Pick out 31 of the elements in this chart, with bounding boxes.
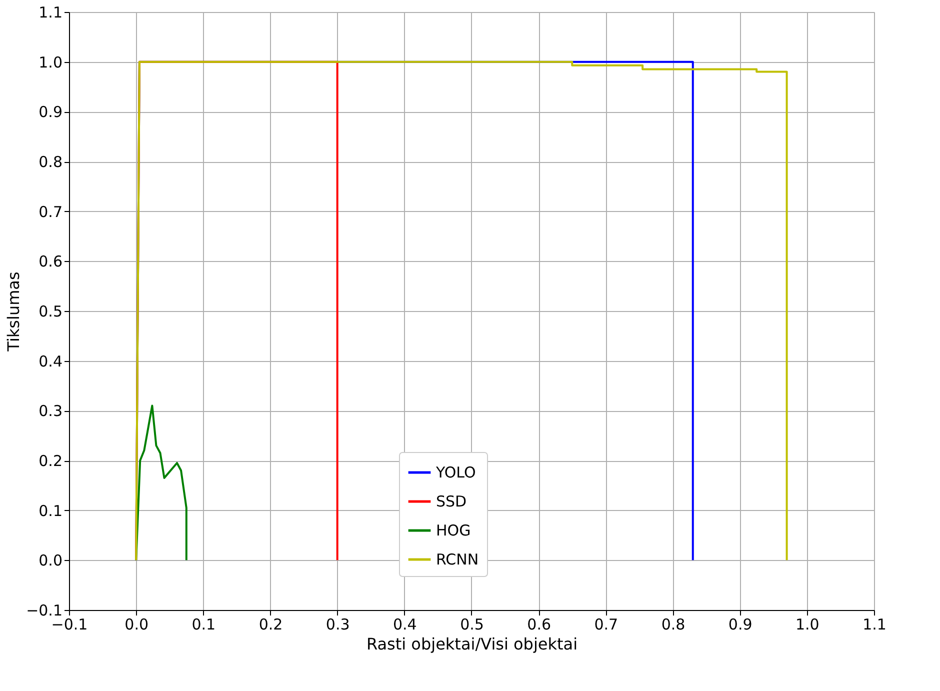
x-tick-label: 0.6 bbox=[527, 616, 552, 634]
x-tick-label: 0.1 bbox=[192, 616, 216, 634]
x-tick-label: 0.4 bbox=[392, 616, 417, 634]
y-tick-label: 0.5 bbox=[38, 302, 62, 320]
x-tick-label: 0.7 bbox=[594, 616, 618, 634]
y-tick-label: 0.7 bbox=[38, 202, 62, 221]
legend-label: SSD bbox=[436, 492, 467, 510]
y-tick-label: 0.9 bbox=[38, 103, 62, 122]
x-tick-label: 0.3 bbox=[326, 616, 350, 634]
line-series bbox=[135, 404, 188, 562]
legend-label: HOG bbox=[436, 522, 471, 540]
y-tick-label: 0.4 bbox=[38, 352, 62, 370]
y-tick-label: 0.6 bbox=[38, 252, 62, 271]
x-tick-label: 1.1 bbox=[862, 616, 886, 634]
x-tick-label: 0.9 bbox=[728, 616, 752, 634]
x-tick-label: 0.2 bbox=[258, 616, 283, 634]
legend-label: RCNN bbox=[436, 550, 479, 568]
x-tick-label: 0.5 bbox=[460, 616, 484, 634]
y-tick-label: 0.0 bbox=[38, 552, 62, 570]
y-tick-label: 0.3 bbox=[38, 402, 62, 420]
y-tick-label: 0.8 bbox=[38, 153, 62, 171]
y-tick-label: 0.2 bbox=[38, 452, 62, 470]
legend-label: YOLO bbox=[435, 464, 476, 482]
y-tick-label: 1.1 bbox=[38, 4, 62, 22]
x-tick-label: 1.0 bbox=[795, 616, 820, 634]
x-tick-label: 0.0 bbox=[124, 616, 149, 634]
x-tick-label: 0.8 bbox=[661, 616, 686, 634]
x-axis-title: Rasti objektai/Visi objektai bbox=[366, 634, 578, 654]
y-tick-label: 1.0 bbox=[38, 53, 62, 72]
y-axis-title: Tikslumas bbox=[4, 272, 24, 352]
y-tick-label: 0.1 bbox=[38, 502, 62, 520]
